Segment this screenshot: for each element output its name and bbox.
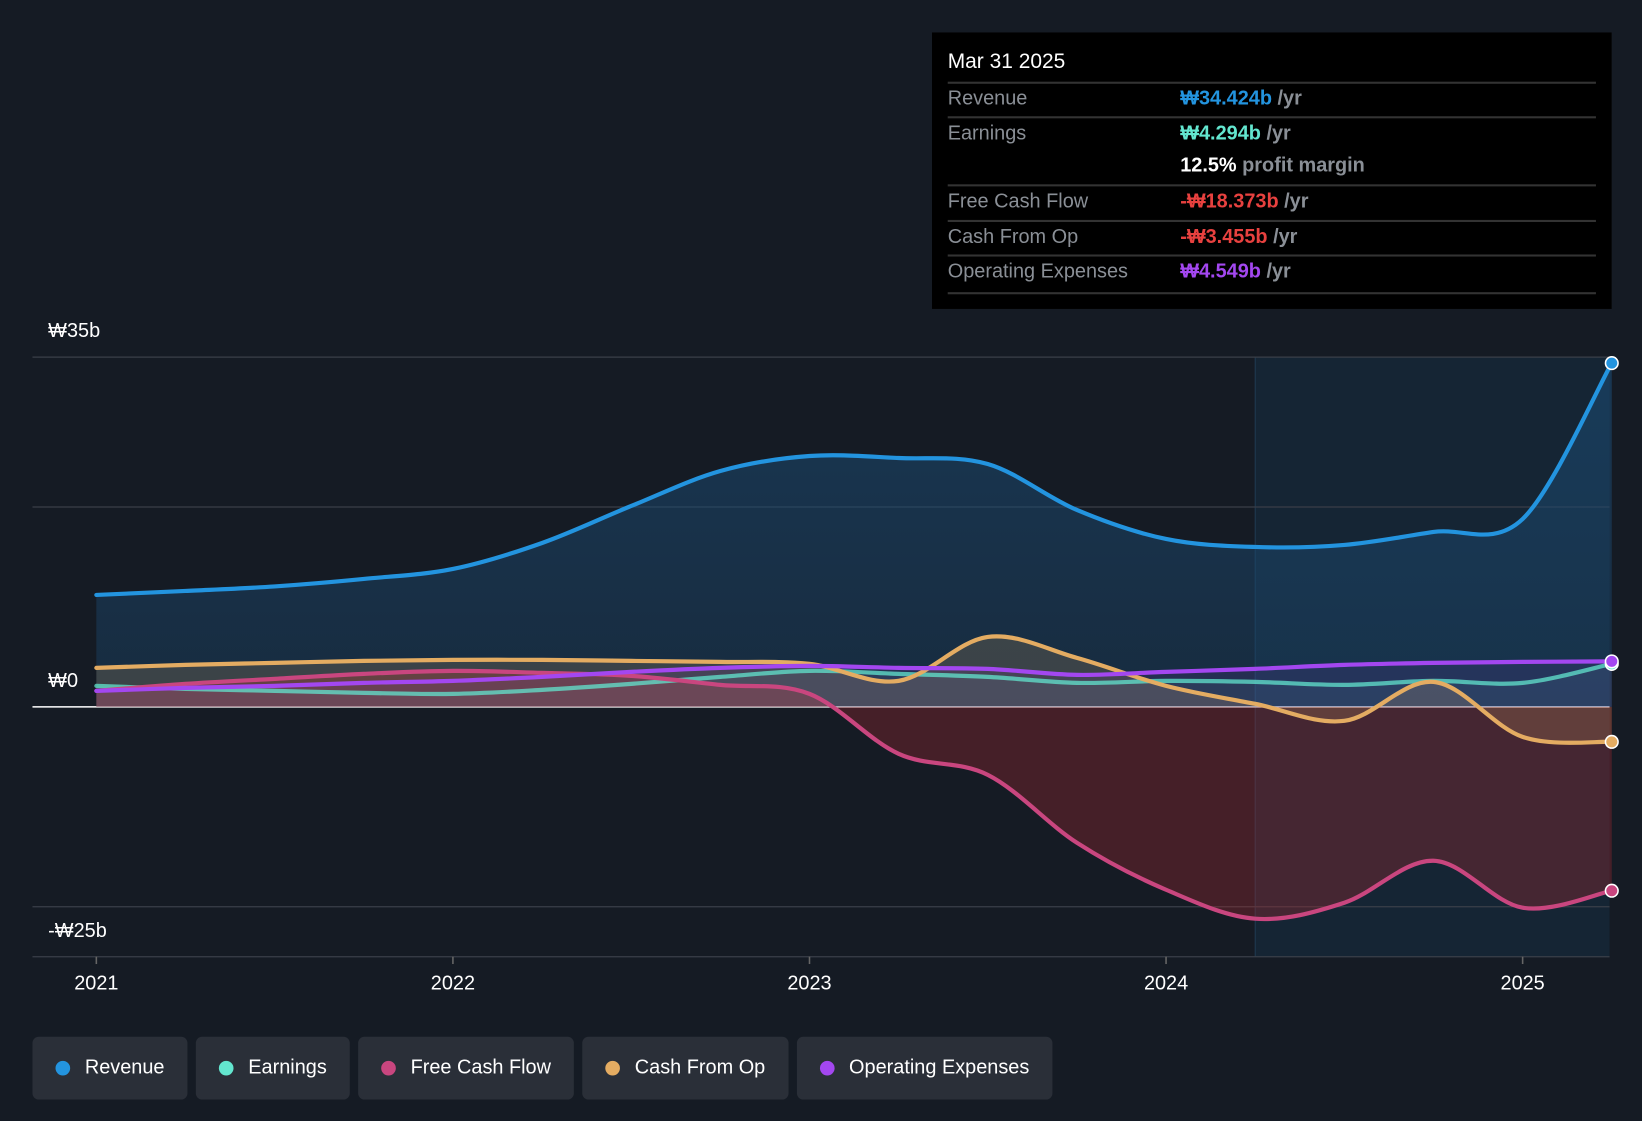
tooltip-value: -₩3.455b /yr xyxy=(1180,226,1297,249)
legend-dot-icon xyxy=(605,1060,621,1076)
legend-label: Free Cash Flow xyxy=(410,1056,552,1079)
tooltip-value: -₩18.373b /yr xyxy=(1180,191,1308,214)
legend-dot-icon xyxy=(819,1060,835,1076)
tooltip-row: Free Cash Flow -₩18.373b /yr xyxy=(947,184,1596,219)
legend-dot-icon xyxy=(55,1060,71,1076)
tooltip-row: Operating Expenses ₩4.549b /yr xyxy=(947,254,1596,295)
x-tick-label: 2021 xyxy=(74,973,118,995)
earnings-line xyxy=(94,661,1614,697)
tooltip-row: 12.5% profit margin xyxy=(948,151,1596,183)
tooltip-unit: /yr xyxy=(1278,190,1309,213)
tooltip-label: Cash From Op xyxy=(947,226,1079,249)
tooltip-row: Earnings ₩4.294b /yr xyxy=(947,116,1596,151)
free-cash-flow-end-point xyxy=(1604,883,1619,898)
earnings-area xyxy=(96,663,1612,707)
legend-label: Operating Expenses xyxy=(849,1056,1030,1079)
tooltip-date: Mar 31 2025 xyxy=(947,50,1066,74)
operating-expenses-area xyxy=(96,661,1612,707)
cash-from-op-end-point xyxy=(1604,734,1619,749)
tooltip-amount: -₩18.373b xyxy=(1180,190,1279,213)
tooltip-unit: /yr xyxy=(1260,122,1291,145)
tooltip-unit: /yr xyxy=(1260,260,1291,283)
tooltip-row: Cash From Op -₩3.455b /yr xyxy=(947,219,1596,255)
free-cash-flow-line xyxy=(94,668,1614,922)
y-tick-label: ₩35b xyxy=(48,320,101,343)
legend-dot-icon xyxy=(218,1060,234,1076)
legend-item-cash-from-op[interactable]: Cash From Op xyxy=(582,1036,789,1100)
tooltip-unit: /yr xyxy=(1267,226,1298,249)
y-tick-label: ₩0 xyxy=(48,670,79,693)
legend-label: Cash From Op xyxy=(634,1056,766,1079)
x-tick-label: 2024 xyxy=(1144,973,1188,995)
tooltip-unit: profit margin xyxy=(1236,154,1365,177)
legend-item-operating-expenses[interactable]: Operating Expenses xyxy=(796,1036,1053,1100)
legend-item-earnings[interactable]: Earnings xyxy=(195,1036,350,1100)
legend-item-free-cash-flow[interactable]: Free Cash Flow xyxy=(358,1036,575,1100)
tooltip-label: Revenue xyxy=(947,87,1028,110)
operating-expenses-line xyxy=(94,659,1614,693)
tooltip-amount: -₩3.455b xyxy=(1180,226,1268,249)
tooltip-label: Operating Expenses xyxy=(947,260,1129,283)
tooltip-value: 12.5% profit margin xyxy=(1180,155,1365,178)
legend: Revenue Earnings Free Cash Flow Cash From O… xyxy=(32,1036,1053,1100)
legend-label: Revenue xyxy=(84,1056,165,1079)
tooltip-amount: ₩34.424b xyxy=(1180,87,1272,110)
tooltip-value: ₩4.549b /yr xyxy=(1180,261,1291,284)
x-tick-label: 2023 xyxy=(787,973,831,995)
cash-from-op-line xyxy=(94,634,1614,745)
tooltip-label: Earnings xyxy=(947,122,1027,145)
tooltip-value: ₩4.294b /yr xyxy=(1180,123,1291,146)
tooltip-amount: ₩4.294b xyxy=(1180,122,1261,145)
tooltip-row: Revenue ₩34.424b /yr xyxy=(947,81,1596,117)
legend-dot-icon xyxy=(381,1060,396,1076)
legend-label: Earnings xyxy=(248,1056,327,1079)
tooltip-value: ₩34.424b /yr xyxy=(1180,88,1302,111)
tooltip-amount: 12.5% xyxy=(1180,154,1237,177)
x-tick-label: 2022 xyxy=(431,973,475,995)
revenue-area xyxy=(96,363,1612,707)
x-tick-label: 2025 xyxy=(1501,973,1545,995)
revenue-end-point xyxy=(1604,356,1619,371)
chart-canvas: 2021 2022 2023 2024 2025 xyxy=(32,356,1619,995)
tooltip: Mar 31 2025 Revenue ₩34.424b /yr Earnings ₩… xyxy=(932,32,1612,309)
y-tick-label: -₩25b xyxy=(48,920,107,943)
tooltip-amount: ₩4.549b xyxy=(1180,260,1261,283)
free-cash-flow-area xyxy=(96,670,1612,920)
operating-expenses-end-point xyxy=(1604,654,1619,669)
legend-item-revenue[interactable]: Revenue xyxy=(32,1036,188,1100)
tooltip-unit: /yr xyxy=(1271,87,1302,110)
tooltip-label: Free Cash Flow xyxy=(947,190,1089,213)
revenue-line xyxy=(94,360,1614,598)
cash-from-op-area xyxy=(96,636,1612,743)
